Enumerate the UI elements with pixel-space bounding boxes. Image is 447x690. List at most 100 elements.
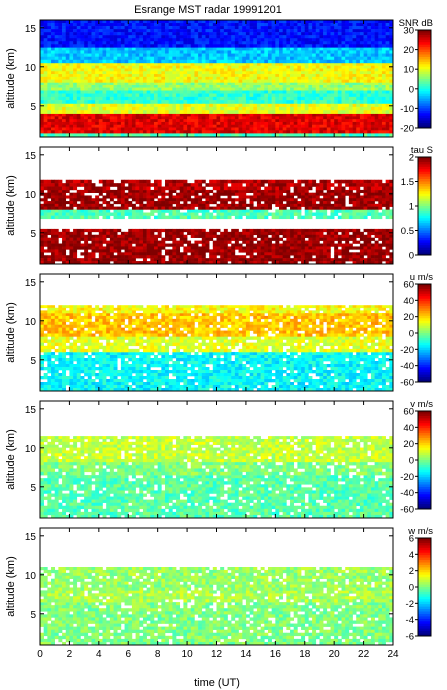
heatmap-cell bbox=[161, 29, 166, 33]
heatmap-cell bbox=[271, 93, 276, 98]
heatmap-cell bbox=[260, 38, 265, 42]
heatmap-cell bbox=[301, 240, 306, 244]
heatmap-cell bbox=[194, 93, 199, 98]
heatmap-cell bbox=[227, 53, 232, 57]
heatmap-cell bbox=[69, 44, 74, 48]
heatmap-cell bbox=[73, 119, 78, 123]
heatmap-cell bbox=[168, 74, 173, 78]
heatmap-cell bbox=[337, 100, 342, 104]
heatmap-cell bbox=[264, 249, 269, 253]
heatmap-cell bbox=[47, 228, 52, 233]
heatmap-cell bbox=[256, 35, 261, 39]
heatmap-cell bbox=[352, 255, 357, 259]
heatmap-cell bbox=[179, 26, 184, 30]
heatmap-cell bbox=[54, 50, 59, 54]
heatmap-cell bbox=[308, 249, 313, 253]
heatmap-cell bbox=[301, 255, 306, 259]
heatmap-cell bbox=[51, 240, 56, 244]
heatmap-cell bbox=[113, 65, 118, 69]
heatmap-cell bbox=[345, 116, 350, 120]
heatmap-cell bbox=[80, 96, 85, 101]
heatmap-cell bbox=[187, 116, 192, 120]
heatmap-cell bbox=[231, 103, 236, 108]
heatmap-cell bbox=[363, 41, 368, 45]
heatmap-cell bbox=[198, 82, 203, 86]
heatmap-cell bbox=[381, 252, 386, 256]
heatmap-cell bbox=[245, 258, 250, 262]
heatmap-cell bbox=[334, 87, 339, 91]
heatmap-cell bbox=[223, 124, 228, 128]
heatmap-cell bbox=[234, 35, 239, 39]
heatmap-cell bbox=[73, 261, 78, 265]
heatmap-cell bbox=[87, 209, 92, 213]
heatmap-cell bbox=[286, 133, 291, 138]
heatmap-cell bbox=[183, 100, 188, 104]
heatmap-cell bbox=[275, 90, 280, 94]
heatmap-cell bbox=[150, 85, 155, 88]
heatmap-cell bbox=[198, 209, 203, 213]
heatmap-cell bbox=[345, 252, 350, 256]
heatmap-cell bbox=[91, 53, 96, 57]
heatmap-cell bbox=[98, 71, 103, 75]
heatmap-cell bbox=[275, 68, 280, 72]
heatmap-cell bbox=[297, 20, 302, 24]
heatmap-cell bbox=[172, 32, 177, 36]
heatmap-cell bbox=[51, 103, 56, 108]
heatmap-cell bbox=[297, 234, 302, 238]
heatmap-cell bbox=[69, 124, 74, 128]
heatmap-cell bbox=[157, 53, 162, 57]
heatmap-cell bbox=[87, 237, 92, 241]
heatmap-cell bbox=[279, 119, 283, 123]
heatmap-cell bbox=[348, 127, 353, 131]
heatmap-cell bbox=[51, 85, 56, 88]
heatmap-cell bbox=[348, 258, 353, 262]
heatmap-cell bbox=[253, 249, 258, 253]
heatmap-cell bbox=[312, 110, 317, 114]
heatmap-cell bbox=[341, 100, 346, 104]
heatmap-cell bbox=[348, 23, 353, 27]
heatmap-cell bbox=[374, 240, 379, 244]
heatmap-cell bbox=[65, 127, 70, 131]
heatmap-cell bbox=[227, 59, 232, 64]
heatmap-cell bbox=[65, 255, 70, 259]
heatmap-cell bbox=[378, 124, 383, 128]
heatmap-cell bbox=[370, 121, 375, 126]
heatmap-cell bbox=[253, 106, 258, 111]
heatmap-cell bbox=[187, 121, 192, 126]
heatmap-cell bbox=[190, 261, 195, 265]
heatmap-cell bbox=[168, 76, 173, 80]
heatmap-cell bbox=[69, 261, 74, 265]
heatmap-cell bbox=[65, 20, 70, 24]
heatmap-cell bbox=[374, 59, 379, 64]
heatmap-cell bbox=[131, 82, 136, 86]
heatmap-cell bbox=[168, 100, 173, 104]
heatmap-cell bbox=[319, 32, 324, 36]
heatmap-cell bbox=[150, 261, 155, 265]
heatmap-cell bbox=[223, 93, 228, 98]
heatmap-cell bbox=[367, 119, 372, 123]
heatmap-cell bbox=[279, 93, 283, 98]
heatmap-cell bbox=[297, 90, 302, 94]
heatmap-cell bbox=[253, 246, 258, 250]
heatmap-cell bbox=[374, 124, 379, 128]
heatmap-cell bbox=[109, 127, 114, 131]
heatmap-cell bbox=[286, 59, 291, 64]
heatmap-cell bbox=[381, 116, 386, 120]
heatmap-cell bbox=[216, 62, 221, 66]
heatmap-cell bbox=[102, 87, 107, 91]
heatmap-cell bbox=[176, 76, 181, 80]
heatmap-cell bbox=[370, 237, 375, 241]
heatmap-cell bbox=[308, 100, 313, 104]
heatmap-cell bbox=[124, 127, 129, 131]
heatmap-cell bbox=[84, 82, 89, 86]
heatmap-cell bbox=[374, 56, 379, 61]
heatmap-cell bbox=[374, 258, 379, 262]
heatmap-cell bbox=[165, 106, 169, 111]
heatmap-cell bbox=[216, 209, 221, 213]
heatmap-cell bbox=[80, 246, 85, 250]
heatmap-cell bbox=[212, 110, 217, 114]
heatmap-cell bbox=[381, 110, 386, 114]
heatmap-cell bbox=[223, 113, 228, 117]
heatmap-cell bbox=[102, 130, 107, 134]
heatmap-cell bbox=[54, 110, 59, 114]
